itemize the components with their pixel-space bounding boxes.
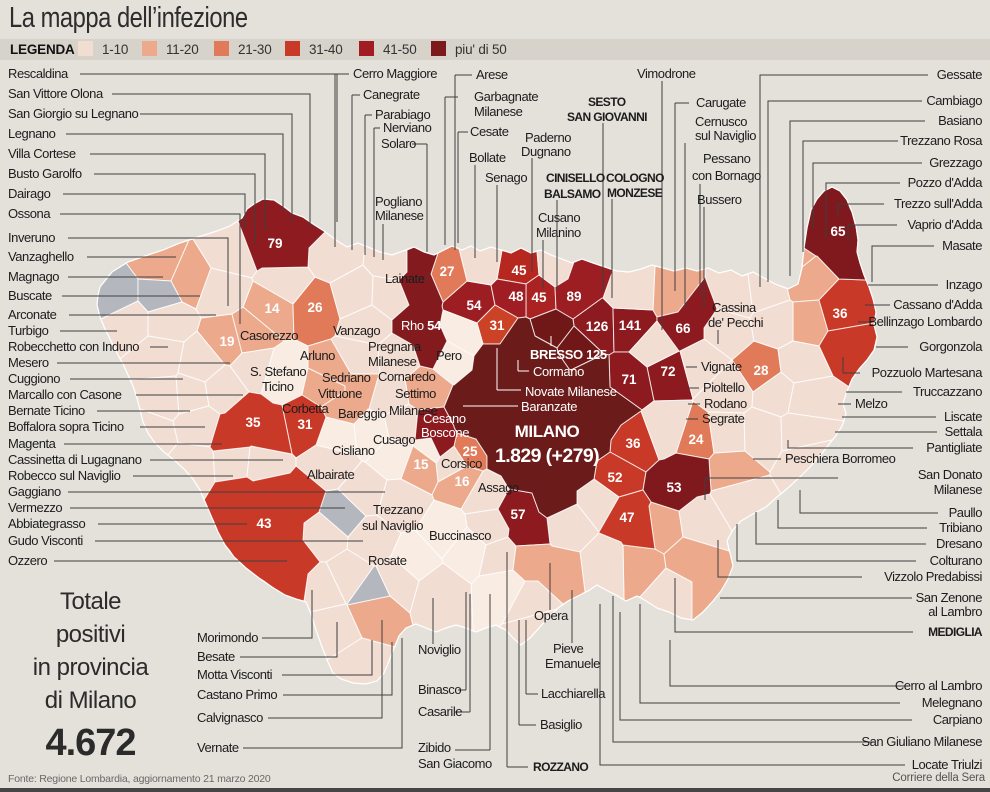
svg-text:28: 28 [753, 363, 769, 378]
svg-text:89: 89 [566, 289, 581, 304]
svg-text:45: 45 [531, 290, 547, 305]
svg-text:16: 16 [454, 474, 470, 489]
svg-text:35: 35 [245, 415, 261, 430]
svg-text:72: 72 [660, 364, 675, 379]
svg-text:71: 71 [621, 372, 637, 387]
svg-text:126: 126 [586, 319, 609, 334]
svg-text:26: 26 [307, 300, 323, 315]
svg-text:25: 25 [462, 444, 478, 459]
svg-text:14: 14 [264, 301, 280, 316]
svg-text:43: 43 [256, 516, 272, 531]
svg-text:36: 36 [625, 436, 641, 451]
svg-text:47: 47 [619, 510, 634, 525]
svg-text:57: 57 [510, 507, 525, 522]
svg-text:54: 54 [466, 298, 482, 313]
svg-text:79: 79 [267, 236, 282, 251]
svg-text:45: 45 [511, 263, 527, 278]
svg-text:48: 48 [508, 289, 524, 304]
svg-text:52: 52 [607, 470, 622, 485]
svg-text:66: 66 [675, 321, 691, 336]
svg-text:141: 141 [619, 318, 642, 333]
svg-text:15: 15 [413, 457, 429, 472]
svg-text:31: 31 [489, 318, 505, 333]
svg-text:65: 65 [830, 224, 846, 239]
svg-text:27: 27 [439, 264, 454, 279]
svg-text:31: 31 [297, 417, 313, 432]
svg-text:24: 24 [688, 432, 704, 447]
svg-text:19: 19 [219, 334, 234, 349]
svg-text:36: 36 [832, 306, 848, 321]
svg-text:53: 53 [666, 480, 682, 495]
